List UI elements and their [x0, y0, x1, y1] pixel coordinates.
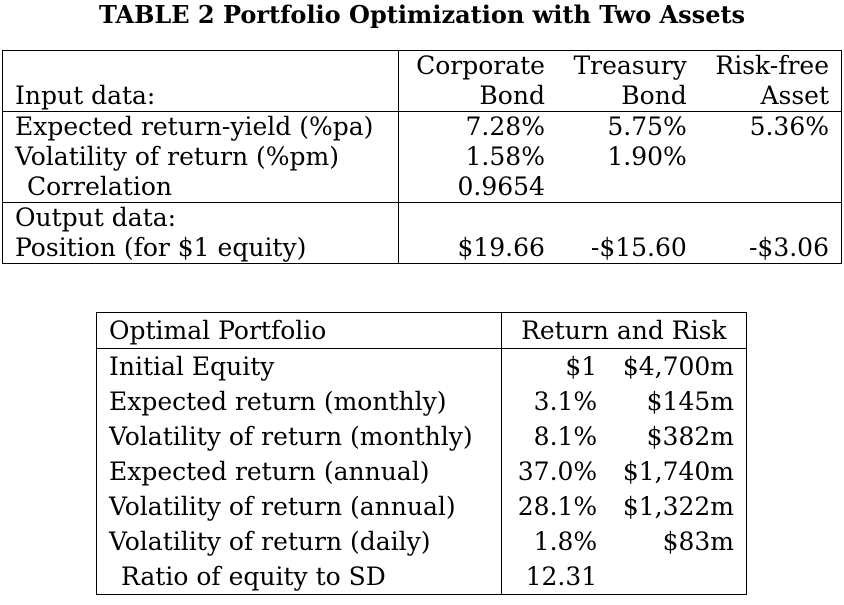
table-row: Initial Equity $1 $4,700m [96, 348, 747, 384]
position-row: Position (for $1 equity) $19.66 -$15.60 … [3, 233, 842, 264]
row-label: Position (for $1 equity) [15, 233, 307, 262]
cell-value: -$15.60 [590, 233, 687, 262]
table-row: Expected return (annual) 37.0% $1,740m [97, 454, 747, 489]
col-treasury-bond-line2: Bond [621, 81, 687, 110]
col-corporate-bond-line1: Corporate [398, 50, 557, 81]
header-row-1: Corporate Treasury Risk-free [3, 50, 842, 82]
cell-value: $19.66 [398, 233, 557, 264]
cell-value: $4,700m [605, 348, 747, 384]
table-row: Correlation 0.9654 [3, 172, 842, 203]
table-row: Ratio of equity to SD 12.31 [97, 559, 747, 595]
col-risk-free-asset-line2: Asset [760, 81, 829, 110]
cell-value: $1,740m [622, 457, 734, 486]
header-row: Optimal Portfolio Return and Risk [97, 312, 747, 349]
table-row: Expected return-yield (%pa) 7.28% 5.75% … [2, 111, 842, 142]
table-row: Volatility of return (%pm) 1.58% 1.90% [3, 142, 842, 172]
col-risk-free-asset-line1: Risk-free [715, 51, 829, 80]
row-label: Initial Equity [96, 348, 502, 384]
col-treasury-bond-line1: Treasury [573, 51, 687, 80]
input-data-label: Input data: [15, 81, 156, 110]
row-label: Expected return (monthly) [109, 387, 447, 416]
cell-value: 1.58% [398, 142, 557, 172]
table-row: Volatility of return (monthly) 8.1% $382… [97, 419, 747, 454]
empty-cell [398, 202, 557, 233]
cell-value: 28.1% [500, 489, 606, 524]
cell-value: 1.8% [500, 524, 606, 559]
empty-cell [556, 202, 699, 233]
cell-value: 12.31 [500, 559, 606, 595]
row-label: Ratio of equity to SD [121, 562, 386, 591]
cell-value [699, 142, 842, 172]
cell-value: -$3.06 [748, 233, 829, 262]
row-label: Expected return-yield (%pa) [2, 111, 399, 142]
header-label-line1 [3, 51, 399, 82]
cell-value: 5.75% [556, 111, 699, 142]
row-label: Volatility of return (monthly) [109, 422, 473, 451]
cell-value: $83m [662, 527, 734, 556]
row-label: Volatility of return (%pm) [15, 142, 339, 171]
row-label: Expected return (annual) [109, 457, 430, 486]
empty-cell [698, 202, 842, 233]
output-header-row: Output data: [2, 202, 842, 233]
cell-value [605, 559, 746, 595]
optimal-portfolio-table: Optimal Portfolio Return and Risk Initia… [96, 312, 747, 595]
cell-value: 5.36% [698, 111, 842, 142]
cell-value: $145m [646, 387, 734, 416]
row-label: Correlation [27, 172, 172, 201]
cell-value: $1 [500, 348, 606, 384]
cell-value: 37.0% [500, 454, 606, 489]
table-row: Volatility of return (annual) 28.1% $1,3… [97, 489, 747, 524]
cell-value: 7.28% [398, 111, 557, 142]
input-output-table: Corporate Treasury Risk-free Input data:… [2, 50, 842, 264]
header-row-2: Input data: Bond Bond Asset [3, 81, 842, 112]
cell-value: 3.1% [500, 384, 606, 419]
row-label: Volatility of return (annual) [109, 492, 456, 521]
cell-value [699, 172, 842, 203]
cell-value: 0.9654 [398, 172, 557, 203]
cell-value: 1.90% [607, 142, 687, 171]
output-data-label: Output data: [2, 202, 399, 233]
table-title: TABLE 2 Portfolio Optimization with Two … [98, 0, 746, 29]
optimal-portfolio-header: Optimal Portfolio [109, 316, 327, 345]
row-label: Volatility of return (daily) [109, 527, 431, 556]
cell-value: $1,322m [622, 492, 734, 521]
cell-value [557, 172, 699, 203]
cell-value: $382m [646, 422, 734, 451]
cell-value: 8.1% [500, 419, 606, 454]
table-row: Expected return (monthly) 3.1% $145m [97, 384, 747, 419]
table-row: Volatility of return (daily) 1.8% $83m [97, 524, 747, 559]
col-corporate-bond-line2: Bond [398, 81, 557, 112]
return-and-risk-header: Return and Risk [500, 312, 747, 349]
